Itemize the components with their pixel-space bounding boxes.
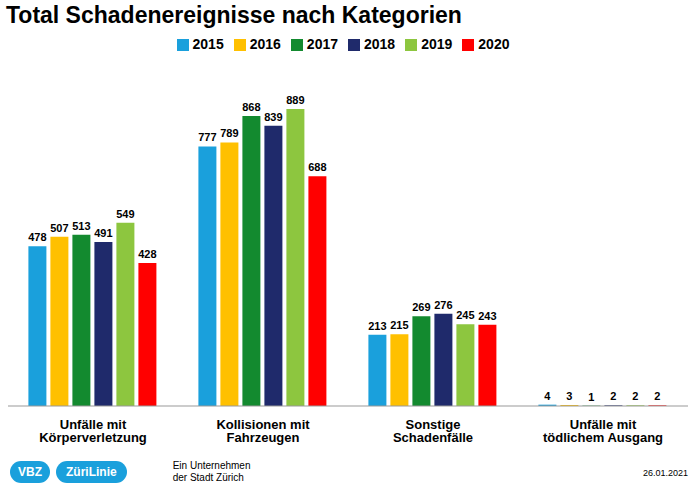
svg-text:688: 688	[308, 161, 326, 173]
html-text:2016: 2016	[249, 36, 281, 52]
svg-text:213: 213	[368, 320, 386, 332]
html-text:26.01.2021: 26.01.2021	[643, 468, 688, 478]
html-text:2018: 2018	[364, 36, 396, 52]
svg-text:3: 3	[566, 390, 572, 402]
svg-text:1: 1	[588, 391, 594, 403]
html-text:ZüriLinie: ZüriLinie	[66, 465, 117, 479]
svg-text:Unfälle mitKörperverletzung: Unfälle mitKörperverletzung	[39, 417, 147, 445]
svg-text:2: 2	[632, 390, 638, 402]
svg-text:269: 269	[412, 301, 430, 313]
html-text:2020: 2020	[478, 36, 510, 52]
svg-text:868: 868	[242, 101, 260, 113]
svg-text:Kollisionen mitFahrzeugen: Kollisionen mitFahrzeugen	[216, 417, 310, 445]
html-text:Ein Unternehmen: Ein Unternehmen	[172, 460, 251, 471]
svg-text:428: 428	[138, 248, 156, 260]
html-text:2017: 2017	[306, 36, 338, 52]
html-text:2019: 2019	[421, 36, 453, 52]
html-text:2015: 2015	[192, 36, 224, 52]
html-text:VBZ: VBZ	[18, 465, 42, 479]
svg-text:2: 2	[610, 390, 616, 402]
svg-text:2: 2	[654, 390, 660, 402]
svg-text:789: 789	[220, 127, 238, 139]
svg-text:SonstigeSchadenfälle: SonstigeSchadenfälle	[393, 417, 473, 445]
svg-text:839: 839	[264, 111, 282, 123]
svg-text:491: 491	[94, 227, 112, 239]
svg-text:777: 777	[198, 131, 216, 143]
svg-text:478: 478	[28, 231, 46, 243]
svg-text:276: 276	[434, 299, 452, 311]
svg-text:243: 243	[478, 310, 496, 322]
html-text:Total Schadenereignisse nach K: Total Schadenereignisse nach Kategorien	[6, 2, 462, 28]
svg-text:549: 549	[116, 208, 134, 220]
html-text:der Stadt Zürich: der Stadt Zürich	[172, 472, 244, 483]
svg-text:245: 245	[456, 309, 474, 321]
svg-text:Unfälle mittödlichem Ausgang: Unfälle mittödlichem Ausgang	[543, 417, 663, 445]
svg-text:507: 507	[50, 222, 68, 234]
svg-text:4: 4	[544, 390, 551, 402]
svg-text:513: 513	[72, 220, 90, 232]
svg-text:215: 215	[390, 319, 408, 331]
svg-text:889: 889	[286, 94, 304, 106]
